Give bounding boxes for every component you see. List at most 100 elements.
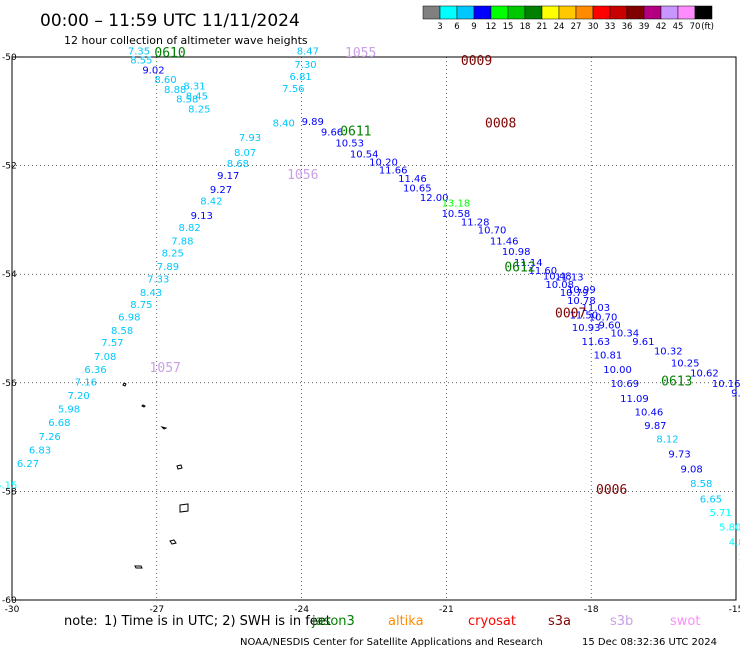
legend-swatch	[422, 5, 441, 20]
wave-height-value: 10.70	[589, 312, 618, 323]
legend-swatch	[660, 5, 679, 20]
wave-height-value: 7.56	[282, 84, 304, 95]
wave-height-value: 11.03	[582, 303, 611, 314]
legend-tick-label: 3	[437, 22, 442, 32]
wave-height-value: 10.20	[369, 158, 398, 169]
wave-height-value: 11.09	[620, 394, 649, 405]
wave-height-value: 8.68	[227, 159, 249, 170]
legend-swatch	[694, 5, 713, 20]
pass-label: 1057	[150, 361, 181, 376]
legend-tick-label: 42	[656, 22, 667, 32]
wave-height-value: 10.46	[635, 407, 664, 418]
wave-height-value: 9.17	[217, 171, 239, 182]
pass-label: 0009	[461, 54, 492, 69]
wave-height-value: 8.40	[273, 119, 295, 130]
legend-swatch	[541, 5, 560, 20]
wave-height-value: 9.73	[668, 450, 690, 461]
x-tick-label: -24	[294, 605, 309, 615]
wave-height-value: 8.43	[140, 288, 162, 299]
wave-height-value: 7.08	[94, 352, 116, 363]
legend-tick-label: 6	[454, 22, 459, 32]
legend-swatch	[677, 5, 696, 20]
wave-height-value: 9.89	[302, 117, 324, 128]
wave-height-value: 9.61	[632, 337, 654, 348]
wave-height-value: 8.88	[164, 85, 186, 96]
wave-height-value: 4.89	[729, 538, 740, 549]
legend-swatch	[643, 5, 662, 20]
wave-height-value: 13.18	[442, 198, 471, 209]
wave-height-value: 6.98	[118, 312, 140, 323]
wave-height-value: 8.82	[179, 223, 201, 234]
legend-tick-label: 36	[622, 22, 633, 32]
pass-label: 0610	[154, 46, 185, 61]
wave-height-value: 7.57	[101, 338, 123, 349]
legend-swatch	[490, 5, 509, 20]
wave-height-value: 10.62	[690, 368, 719, 379]
wave-height-value: 11.46	[398, 174, 427, 185]
wave-height-value: 11.60	[528, 266, 557, 277]
wave-height-value: 11.66	[379, 166, 408, 177]
wave-height-value: 8.25	[162, 248, 184, 259]
legend-tick-label: 9	[471, 22, 476, 32]
wave-height-value: 7.33	[147, 274, 169, 285]
x-tick-label: -30	[5, 605, 20, 615]
wave-height-value: 8.42	[200, 197, 222, 208]
wave-height-value: 10.34	[611, 329, 640, 340]
wave-height-value: 5.98	[58, 405, 80, 416]
wave-height-value: 6.27	[17, 459, 39, 470]
wave-height-value: 10.70	[478, 225, 507, 236]
satellite-legend-item: s3b	[610, 614, 633, 629]
wave-height-value: 8.60	[154, 75, 176, 86]
satellite-legend: jason3 altika cryosat s3a s3b swot	[311, 614, 700, 629]
legend-tick-label: 18	[520, 22, 531, 32]
wave-height-value: 8.25	[188, 104, 210, 115]
wave-height-value: 10.79	[560, 288, 589, 299]
note-text: 1) Time is in UTC; 2) SWH is in feet	[104, 614, 331, 629]
legend-swatch	[524, 5, 543, 20]
y-tick-label: -56	[2, 379, 17, 389]
legend-swatch	[558, 5, 577, 20]
legend-tick-label: 45	[673, 22, 684, 32]
y-tick-label: -52	[2, 162, 17, 172]
satellite-legend-item: jason3	[311, 614, 355, 629]
pass-label: 0006	[596, 483, 627, 498]
pass-label: 0613	[661, 375, 692, 390]
wave-height-value: 7.89	[157, 262, 179, 273]
wave-height-value: 7.35	[128, 46, 150, 57]
wave-height-value: 10.65	[403, 184, 432, 195]
wave-height-value: 11.13	[555, 273, 584, 284]
wave-height-value: 11.14	[514, 258, 543, 269]
legend-swatch	[609, 5, 628, 20]
pass-label: 0008	[485, 117, 516, 132]
wave-height-value: 10.00	[603, 365, 632, 376]
y-tick-label: -54	[2, 270, 17, 280]
wave-height-value: 6.81	[290, 72, 312, 83]
island-shape	[134, 565, 143, 569]
wave-height-value: 10.53	[335, 139, 364, 150]
legend-swatch	[456, 5, 475, 20]
satellite-legend-item: altika	[388, 614, 424, 629]
wave-height-value: 9.13	[191, 211, 213, 222]
legend-swatch	[592, 5, 611, 20]
wave-height-value: 10.25	[671, 359, 700, 370]
wave-height-value: 7.30	[294, 60, 316, 71]
wave-height-value: 10.08	[545, 280, 574, 291]
generated-timestamp: 15 Dec 08:32:36 UTC 2024	[582, 637, 717, 648]
island-shape	[122, 382, 127, 387]
legend-swatch	[575, 5, 594, 20]
pass-label: 1055	[345, 46, 376, 61]
island-shape	[176, 464, 183, 470]
wave-height-value: 8.58	[111, 326, 133, 337]
wave-height-value: 10.98	[502, 247, 531, 258]
map-gridlines	[11, 56, 737, 601]
map-plot-area: 7.358.559.028.608.888.588.258.458.318.47…	[0, 46, 740, 601]
y-tick-label: -58	[2, 487, 17, 497]
wave-height-value: 9.27	[210, 185, 232, 196]
wave-height-value: 10.54	[350, 149, 379, 160]
wave-height-value: 8.31	[183, 82, 205, 93]
wave-height-value: 5.15	[0, 481, 17, 492]
wave-height-value: 8.58	[176, 95, 198, 106]
wave-height-value: 3.56	[738, 552, 740, 563]
wave-height-value: 9.01	[731, 388, 740, 399]
legend-tick-label: 70	[690, 22, 701, 32]
